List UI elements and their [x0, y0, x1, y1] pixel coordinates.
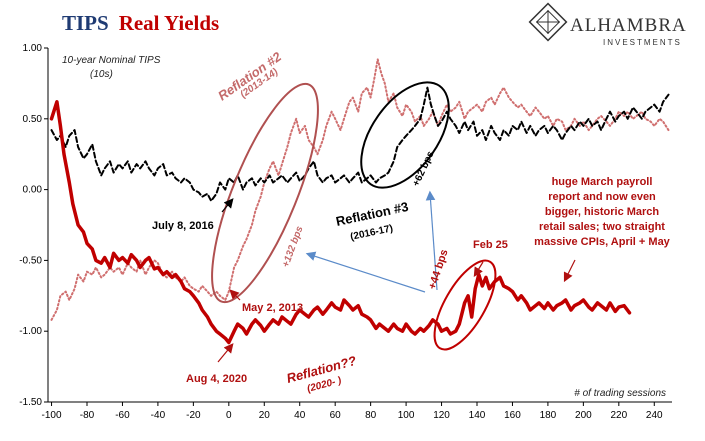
july-label: July 8, 2016	[152, 220, 214, 232]
feb-label: Feb 25	[473, 239, 508, 251]
chart-title: TIPS Real Yields	[62, 11, 219, 35]
arrow-july	[221, 198, 234, 213]
commentary-line4: retail sales; two straight	[539, 221, 665, 233]
commentary-note: huge March payroll report and now even b…	[534, 176, 671, 248]
y-tick-label: 0.50	[23, 114, 43, 125]
series-note-line2: (10s)	[90, 69, 113, 80]
x-tick-label: 240	[646, 410, 663, 421]
x-tick-label: -100	[42, 410, 62, 421]
series-line-reflation2	[50, 58, 670, 321]
y-tick-label: -0.50	[19, 255, 42, 266]
series-line-reflation3	[50, 86, 670, 202]
x-tick-label: -60	[115, 410, 130, 421]
commentary-line2: report and now even	[548, 191, 656, 203]
arrow-may	[229, 289, 241, 301]
arrow-aug	[217, 343, 234, 363]
commentary-line3: bigger, historic March	[545, 206, 660, 218]
y-tick-label: 1.00	[23, 43, 43, 54]
y-tick-label: -1.00	[19, 326, 42, 337]
bps62-label: +62 bps	[411, 149, 437, 188]
x-tick-label: 80	[365, 410, 377, 421]
x-tick-label: -20	[186, 410, 201, 421]
x-tick-label: 220	[610, 410, 627, 421]
reflation3-label: Reflation #3	[335, 199, 410, 229]
reflation3-years: (2016-17)	[349, 223, 394, 243]
plot-frame	[47, 48, 672, 403]
series-line-current	[49, 100, 632, 345]
may-label: May 2, 2013	[242, 302, 303, 314]
x-tick-label: 180	[540, 410, 557, 421]
x-tick-label: 60	[330, 410, 342, 421]
x-tick-label: 20	[259, 410, 271, 421]
x-tick-label: 160	[504, 410, 521, 421]
x-tick-label: 120	[433, 410, 450, 421]
commentary-line1: huge March payroll	[552, 176, 653, 188]
x-tick-label: -40	[151, 410, 166, 421]
x-axis: -100 -80 -60 -40 -20 0 20 40 60 80 100 120 140 160 180…	[42, 402, 663, 421]
commentary-line5: massive CPIs, April + May	[534, 236, 671, 248]
y-tick-label: 0.00	[23, 185, 43, 196]
series-layer	[49, 58, 670, 345]
bps44-label: +44 bps	[426, 248, 450, 291]
x-tick-label: 40	[294, 410, 306, 421]
y-tick-label: -1.50	[19, 397, 42, 408]
diamond-logo-icon	[528, 2, 568, 42]
arrow-note	[563, 259, 576, 283]
x-tick-label: 140	[469, 410, 486, 421]
reflation3-ellipse	[360, 81, 450, 189]
series-note-line1: 10-year Nominal TIPS	[62, 55, 161, 66]
arrow-to-reflation3	[425, 190, 438, 291]
x-tick-label: 200	[575, 410, 592, 421]
x-tick-label: 100	[398, 410, 415, 421]
logo-sub: INVESTMENTS	[603, 38, 682, 47]
x-tick-label: -80	[80, 410, 95, 421]
current-ellipse	[433, 259, 497, 351]
alhambra-logo: ALHAMBRA INVESTMENTS	[528, 2, 687, 47]
arrow-to-reflation2	[305, 251, 426, 293]
title-real-yields: Real Yields	[119, 11, 220, 35]
title-tips: TIPS	[62, 11, 109, 35]
reflation2-ellipse	[211, 82, 319, 304]
logo-name: ALHAMBRA	[570, 15, 687, 36]
x-axis-caption: # of trading sessions	[574, 388, 666, 399]
y-axis: 1.00 0.50 0.00 -0.50 -1.00 -1.50	[19, 43, 48, 408]
arrow-feb	[473, 261, 484, 278]
aug-label: Aug 4, 2020	[186, 373, 247, 385]
x-tick-label: 0	[226, 410, 232, 421]
